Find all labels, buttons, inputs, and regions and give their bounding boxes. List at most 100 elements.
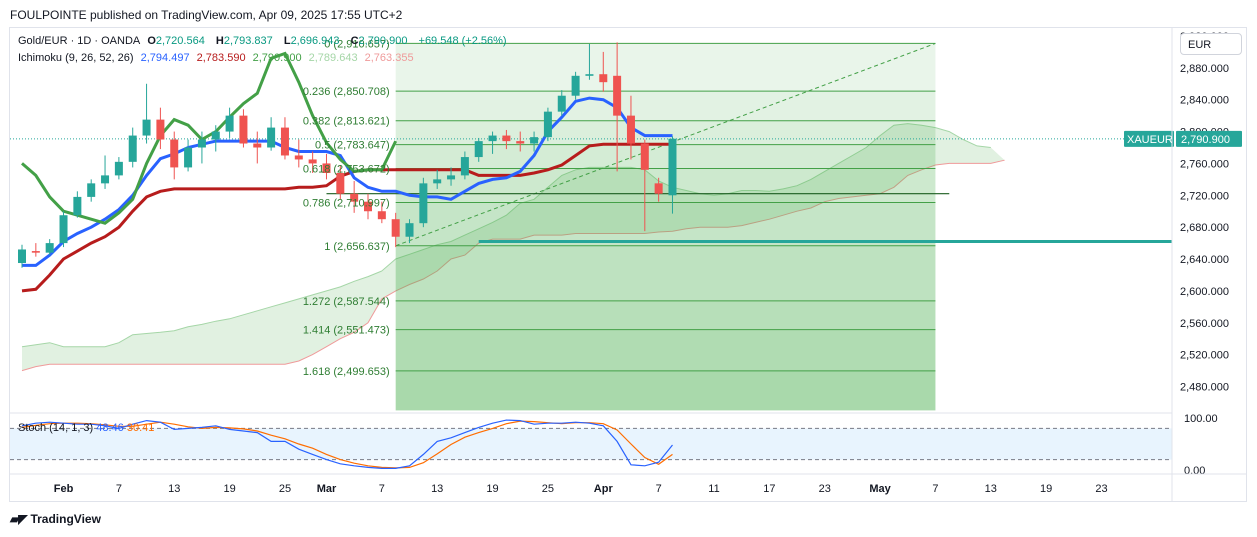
time-axis-label: 19: [1040, 483, 1052, 495]
symbol-badge: [1124, 130, 1174, 147]
stoch-band: [10, 428, 1172, 460]
candle-body: [294, 155, 303, 160]
time-axis-label: Feb: [54, 483, 74, 495]
time-axis-label: 11: [708, 483, 719, 495]
fib-zone: [395, 120, 936, 145]
ohlc-low: L2,696.943: [283, 35, 340, 47]
candle-body: [211, 131, 220, 140]
fib-zone: [395, 91, 936, 121]
symbol-badge-text: XAUEUR: [1127, 134, 1173, 146]
price-axis-tick: 2,520.000: [1180, 350, 1229, 362]
fib-zone: [395, 300, 936, 330]
stoch-k-line: [21, 419, 673, 469]
time-axis-label: 23: [1095, 483, 1107, 495]
candle-body: [557, 95, 566, 112]
stoch-legend: Stoch (14, 1, 3) 48.46 30.41: [18, 422, 154, 434]
candle-body: [613, 75, 622, 116]
candle-body: [225, 115, 234, 132]
candle-body: [488, 135, 497, 142]
price-change: +69.548 (+2.56%): [418, 35, 507, 47]
candle-body: [114, 161, 123, 176]
candle-body: [280, 127, 289, 156]
symbol-legend: Gold/EUR · 1D · OANDA O2,720.564 H2,793.…: [18, 35, 511, 47]
candle-body: [530, 137, 539, 144]
time-axis-label: 19: [223, 483, 235, 495]
candle-body: [543, 111, 552, 138]
candle-body: [474, 141, 483, 158]
fib-level-label: 1.414 (2,551.473): [303, 325, 390, 337]
price-axis-tick: 2,880.000: [1180, 63, 1229, 75]
ichimoku-spanA-value: 2,789.643: [308, 52, 358, 64]
chikou-span-line: [21, 51, 398, 225]
candle-body: [640, 143, 649, 170]
price-axis-tick: 2,680.000: [1180, 222, 1229, 234]
fib-zone: [395, 202, 936, 246]
candle-body: [197, 139, 206, 148]
ichimoku-spanB-value: 2,763.355: [364, 52, 414, 64]
candle-body: [626, 115, 635, 144]
candle-body: [45, 243, 54, 253]
price-axis-tick: 2,720.000: [1180, 190, 1229, 202]
candle-body: [336, 172, 345, 194]
fib-level-label: 0 (2,910.657): [324, 38, 389, 50]
kijun-sen-line: [21, 142, 673, 293]
currency-button[interactable]: EUR: [1180, 33, 1242, 55]
fib-level-label: 1.618 (2,499.653): [303, 366, 390, 378]
fib-level-label: 1 (2,656.637): [324, 241, 389, 253]
fib-zone: [395, 245, 936, 301]
candle-body: [460, 157, 469, 176]
candle-body: [654, 183, 663, 194]
candle-body: [18, 249, 26, 264]
time-axis-label: 7: [656, 483, 662, 495]
fib-level-label: 0.786 (2,710.997): [303, 197, 390, 209]
candle-body: [377, 211, 386, 220]
time-axis-label: 25: [542, 483, 554, 495]
candle-body: [571, 75, 580, 96]
fib-level-label: 0.618 (2,753.672): [303, 163, 390, 175]
fib-level-label: 1.272 (2,587.544): [303, 296, 390, 308]
time-axis-label: 25: [279, 483, 291, 495]
ichimoku-label: Ichimoku (9, 26, 52, 26): [18, 52, 134, 64]
candle-body: [31, 251, 40, 253]
candle-body: [101, 175, 110, 184]
candle-body: [599, 74, 608, 83]
candle-body: [142, 119, 151, 136]
fib-level-label: 0.382 (2,813.621): [303, 116, 390, 128]
candle-body: [156, 119, 165, 140]
tradingview-logo-icon: ▰◤: [10, 512, 27, 526]
candle-body: [170, 139, 179, 168]
candle-body: [419, 183, 428, 224]
time-axis-label: May: [869, 483, 891, 495]
ohlc-high: H2,793.837: [215, 35, 273, 47]
price-axis-tick: 2,480.000: [1180, 382, 1229, 394]
price-axis-tick: 2,640.000: [1180, 254, 1229, 266]
fib-level-label: 0.236 (2,850.708): [303, 86, 390, 98]
tradingview-logo: ▰◤ TradingView: [10, 512, 101, 526]
candle-body: [322, 163, 331, 173]
fib-zone: [395, 144, 936, 169]
time-axis-label: 13: [168, 483, 180, 495]
time-axis-label: 13: [985, 483, 997, 495]
candle-body: [267, 127, 276, 148]
candle-body: [350, 193, 359, 202]
time-axis-label: 13: [431, 483, 443, 495]
time-axis-label: Apr: [594, 483, 614, 495]
ohlc-open: O2,720.564: [147, 35, 205, 47]
candle-body: [405, 223, 414, 237]
ichimoku-legend: Ichimoku (9, 26, 52, 26) 2,794.497 2,783…: [18, 52, 418, 64]
candle-body: [447, 175, 456, 180]
candle-body: [253, 143, 262, 148]
publisher-line: FOULPOINTE published on TradingView.com,…: [10, 8, 403, 22]
price-badge: [1176, 130, 1242, 147]
chart-frame: [9, 27, 1247, 502]
ichimoku-span-a-line: [21, 123, 991, 348]
ichimoku-span-b-line: [21, 159, 1005, 372]
price-axis-tick: 2,560.000: [1180, 318, 1229, 330]
time-axis-label: 17: [763, 483, 775, 495]
fib-level-label: 0.5 (2,783.647): [315, 140, 390, 152]
time-axis-label: 7: [116, 483, 122, 495]
candle-body: [308, 159, 317, 164]
symbol-name: Gold/EUR · 1D · OANDA: [18, 35, 141, 47]
ichimoku-chikou-value: 2,790.900: [252, 52, 302, 64]
